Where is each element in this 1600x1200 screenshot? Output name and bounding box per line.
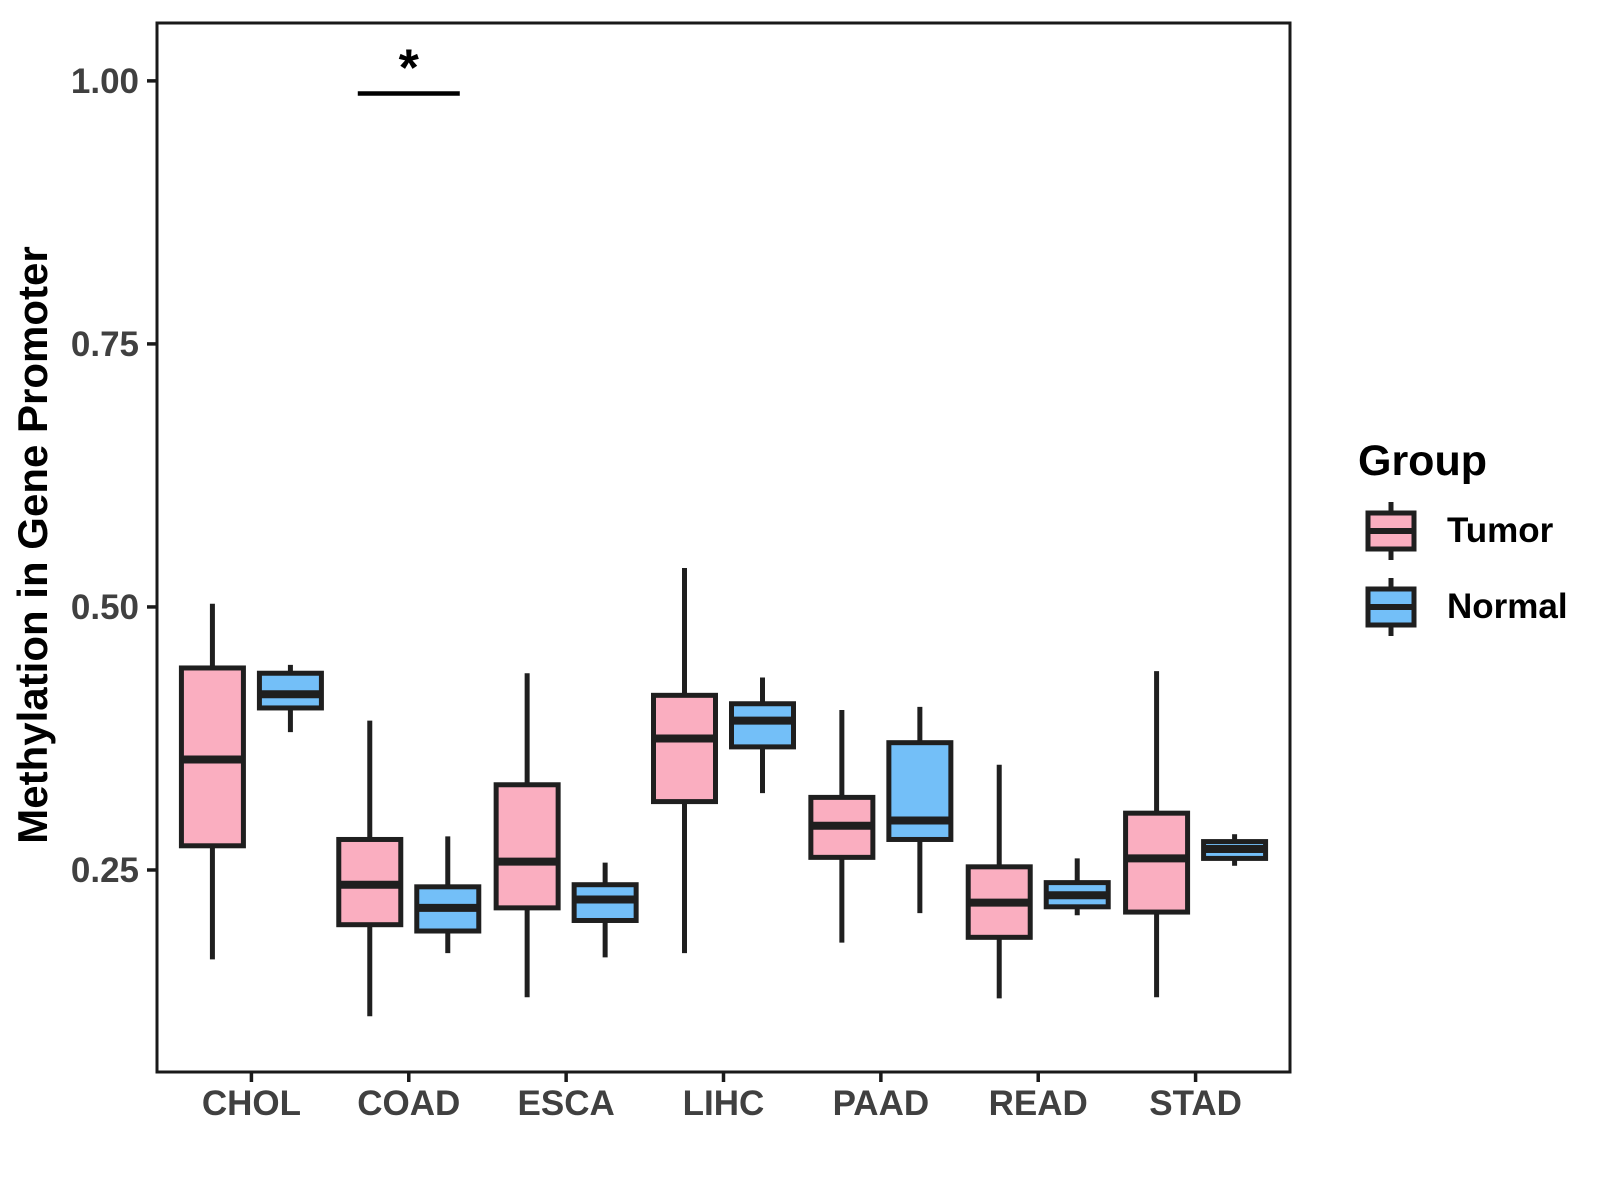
y-axis-tick-label: 0.75 <box>71 325 139 364</box>
legend-entry-tumor: Tumor <box>1330 500 1600 562</box>
x-axis-tick-label-stad: STAD <box>1149 1084 1242 1123</box>
box-normal-lihc <box>729 701 796 750</box>
x-axis-tick-label-lihc: LIHC <box>683 1084 765 1123</box>
x-axis-tick-label-chol: CHOL <box>202 1084 301 1123</box>
significance-asterisk: * <box>399 39 420 97</box>
x-axis-tick-label-paad: PAAD <box>833 1084 930 1123</box>
legend-label-normal: Normal <box>1447 587 1568 626</box>
normal-boxplot-key-icon <box>1365 578 1417 636</box>
tumor-boxplot-key-icon <box>1365 502 1417 560</box>
y-axis-tick-label: 1.00 <box>71 62 139 101</box>
panel-border <box>155 21 1292 1074</box>
box-tumor-esca <box>493 782 561 911</box>
box-normal-paad <box>886 740 954 842</box>
legend-label-tumor: Tumor <box>1447 511 1554 550</box>
x-axis-tick-label-coad: COAD <box>357 1084 460 1123</box>
legend-title: Group <box>1358 437 1487 485</box>
y-axis-tick-label: 0.50 <box>71 588 139 627</box>
box-tumor-lihc <box>651 692 718 805</box>
y-axis-title: Methylation in Gene Promoter <box>9 246 56 844</box>
x-axis-tick-label-read: READ <box>989 1084 1088 1123</box>
legend: Group Tumor Normal <box>1330 437 1600 638</box>
x-axis-tick-label-esca: ESCA <box>518 1084 615 1123</box>
box-tumor-stad <box>1123 810 1191 915</box>
legend-entry-normal: Normal <box>1330 576 1600 638</box>
y-axis-tick-label: 0.25 <box>71 851 139 890</box>
